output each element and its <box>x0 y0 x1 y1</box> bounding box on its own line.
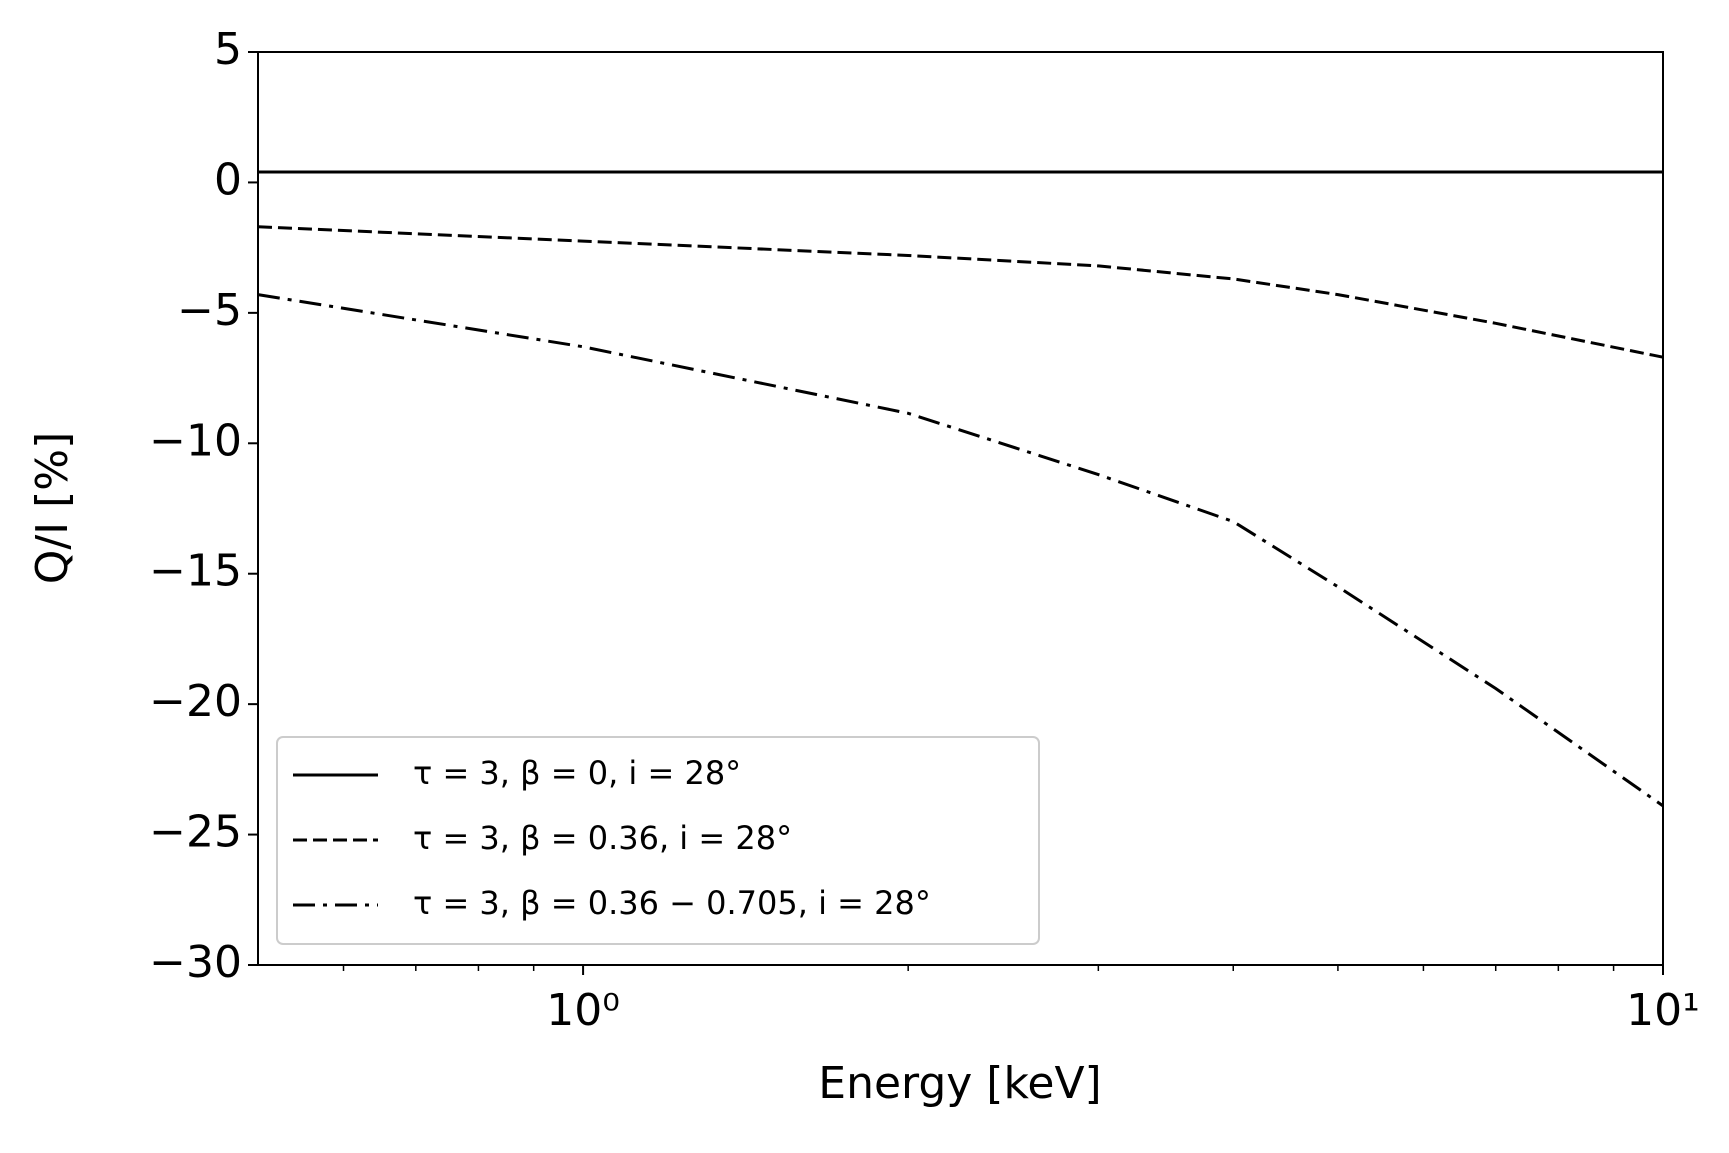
legend: τ = 3, β = 0, i = 28° τ = 3, β = 0.36, i … <box>276 736 1040 945</box>
y-tick-label: 5 <box>214 24 242 75</box>
y-tick-label: −25 <box>149 807 242 858</box>
y-tick-label: −20 <box>149 676 242 727</box>
y-tick-label: −30 <box>149 937 242 988</box>
x-tick-label: 10⁰ <box>546 985 620 1036</box>
series-line <box>257 225 1664 359</box>
y-tick-label: 0 <box>214 154 242 205</box>
y-tick-label: −15 <box>149 546 242 597</box>
series-line <box>257 293 1664 808</box>
legend-label: τ = 3, β = 0.36, i = 28° <box>413 819 792 857</box>
y-tick-label: −10 <box>149 415 242 466</box>
x-tick-label: 10¹ <box>1626 985 1700 1036</box>
y-axis-label: Q/I [%] <box>27 432 78 585</box>
legend-label: τ = 3, β = 0, i = 28° <box>413 754 741 792</box>
y-tick-label: −5 <box>177 285 242 336</box>
legend-box <box>276 736 1040 945</box>
plot-frame <box>257 51 1664 966</box>
x-axis-label: Energy [keV] <box>818 1058 1101 1109</box>
legend-label: τ = 3, β = 0.36 − 0.705, i = 28° <box>413 884 931 922</box>
